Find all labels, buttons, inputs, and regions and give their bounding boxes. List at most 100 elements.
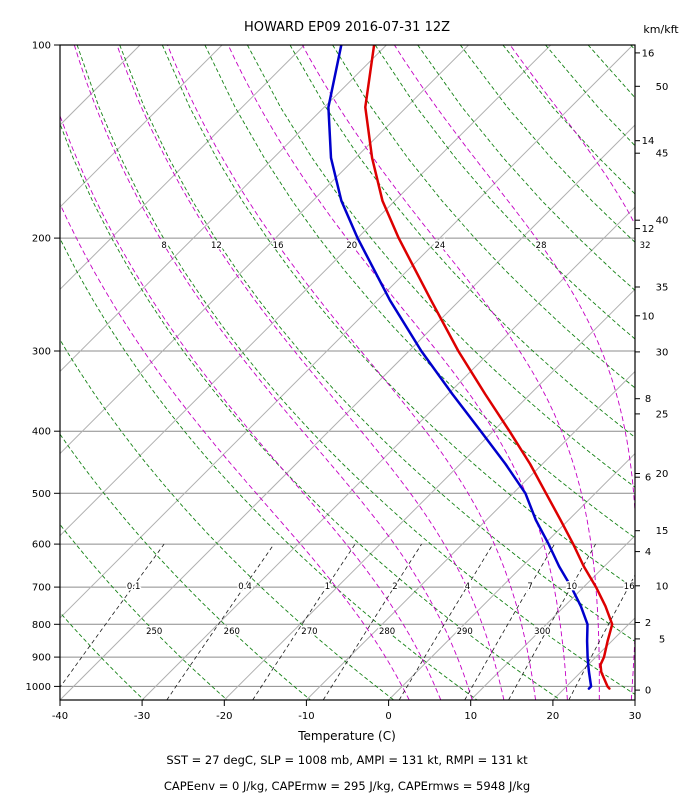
mixing-ratio-line — [322, 543, 422, 700]
x-tick-label: 20 — [547, 711, 560, 722]
moist-adiabat-lines — [60, 45, 700, 700]
kft-tick-label: 20 — [656, 469, 669, 480]
dry-adiabat — [289, 45, 635, 438]
dry-adiabat — [332, 45, 635, 389]
mixing-ratio-line — [568, 574, 635, 700]
x-tick-label: -40 — [52, 711, 68, 722]
kft-tick-label: 45 — [656, 149, 669, 160]
x-axis-title: Temperature (C) — [297, 729, 396, 743]
right-axis-title: km/kft — [643, 23, 679, 36]
km-tick-label: 8 — [645, 394, 651, 405]
pressure-tick-label: 400 — [32, 427, 51, 438]
moist-adiabat-label: 12 — [211, 241, 222, 251]
moist-adiabat-label: 24 — [434, 241, 445, 251]
km-tick-label: 12 — [642, 224, 655, 235]
dry-adiabat — [60, 122, 561, 700]
mixing-ratio-line — [398, 543, 494, 700]
mixing-ratio-label: 4 — [465, 582, 470, 592]
x-tick-label: -10 — [298, 711, 314, 722]
sounding-traces — [327, 45, 614, 690]
moist-adiabat-label: 32 — [640, 241, 651, 251]
mixing-ratio-label: 0.1 — [127, 582, 141, 592]
dry-adiabat — [60, 433, 311, 700]
isobar-lines — [60, 45, 635, 687]
moist-adiabat — [302, 45, 600, 700]
moist-adiabat — [116, 45, 505, 700]
isotherm-line — [60, 45, 223, 208]
axes: -40 -30 -20 -10 0 10 20 30100200300400500600700… — [26, 41, 669, 723]
moist-adiabat — [73, 45, 473, 700]
dry-adiabat-label: 280 — [379, 627, 395, 637]
moist-adiabat-label: 8 — [161, 241, 166, 251]
moist-adiabat-label: 16 — [273, 241, 284, 251]
footer-line-2: CAPEenv = 0 J/kg, CAPErmw = 295 J/kg, CA… — [164, 779, 530, 793]
mixing-ratio-line — [464, 543, 555, 700]
isotherm-line — [223, 288, 635, 700]
dry-adiabat — [60, 698, 61, 700]
mixing-ratio-line — [252, 543, 356, 700]
kft-tick-label: 30 — [656, 347, 669, 358]
isotherm-line — [60, 45, 387, 373]
dewpoint-trace — [327, 45, 593, 690]
dry-adiabat — [60, 338, 395, 700]
plot-border — [59, 44, 636, 701]
kft-tick-label: 35 — [656, 283, 669, 294]
isotherm-line — [60, 45, 305, 291]
kft-tick-label: 40 — [656, 216, 669, 227]
km-tick-label: 16 — [642, 48, 655, 59]
dry-adiabat — [459, 45, 635, 243]
chart-title: HOWARD EP09 2016-07-31 12Z — [244, 20, 450, 35]
pressure-tick-label: 900 — [32, 653, 51, 664]
isotherm-line — [141, 206, 635, 700]
dry-adiabat — [60, 237, 478, 700]
mixing-ratio-label: 0.4 — [238, 582, 252, 592]
x-tick-label: -30 — [134, 711, 150, 722]
dry-adiabat-label: 260 — [224, 627, 240, 637]
dry-adiabat-label: 300 — [534, 627, 550, 637]
pressure-tick-label: 100 — [32, 41, 51, 52]
dry-adiabat — [119, 45, 635, 642]
mixing-ratio-line — [508, 543, 596, 700]
mixing-ratio-label: 7 — [527, 582, 532, 592]
isotherm-line — [552, 617, 635, 700]
isotherm-lines — [60, 45, 635, 700]
x-tick-label: -20 — [216, 711, 232, 722]
isotherm-line — [60, 124, 635, 700]
mixing-ratio-label: 10 — [566, 582, 577, 592]
dry-adiabat — [374, 45, 635, 340]
dry-adiabat — [673, 45, 700, 700]
mixing-ratio-lines — [60, 543, 635, 700]
km-tick-label: 6 — [645, 473, 651, 484]
dry-adiabat — [60, 523, 228, 700]
x-tick-label: 0 — [385, 711, 391, 722]
dry-adiabat-label: 290 — [457, 627, 473, 637]
kft-tick-label: 5 — [659, 634, 665, 645]
x-tick-label: 30 — [629, 711, 642, 722]
footer-line-1: SST = 27 degC, SLP = 1008 mb, AMPI = 131… — [166, 753, 528, 767]
dry-adiabat-label: 270 — [301, 627, 317, 637]
kft-tick-label: 15 — [656, 526, 669, 537]
pressure-tick-label: 300 — [32, 347, 51, 358]
dry-adiabat — [60, 611, 145, 700]
km-tick-label: 10 — [642, 311, 655, 322]
mixing-ratio-label: 16 — [624, 582, 635, 592]
mixing-ratio-label: 2 — [392, 582, 397, 592]
mixing-ratio-label: 1 — [325, 582, 330, 592]
isotherm-line — [388, 452, 635, 700]
isotherm-line — [60, 45, 552, 537]
moist-adiabat-label: 20 — [346, 241, 357, 251]
kft-tick-label: 10 — [656, 581, 669, 592]
x-tick-label: 10 — [464, 711, 477, 722]
km-tick-label: 14 — [642, 136, 655, 147]
isotherm-line — [470, 534, 635, 700]
pressure-tick-label: 600 — [32, 540, 51, 551]
dry-adiabat — [76, 45, 635, 695]
moist-adiabat — [652, 45, 700, 700]
moist-adiabat — [60, 202, 410, 700]
kft-tick-label: 50 — [656, 82, 669, 93]
moist-adiabat — [60, 114, 442, 700]
